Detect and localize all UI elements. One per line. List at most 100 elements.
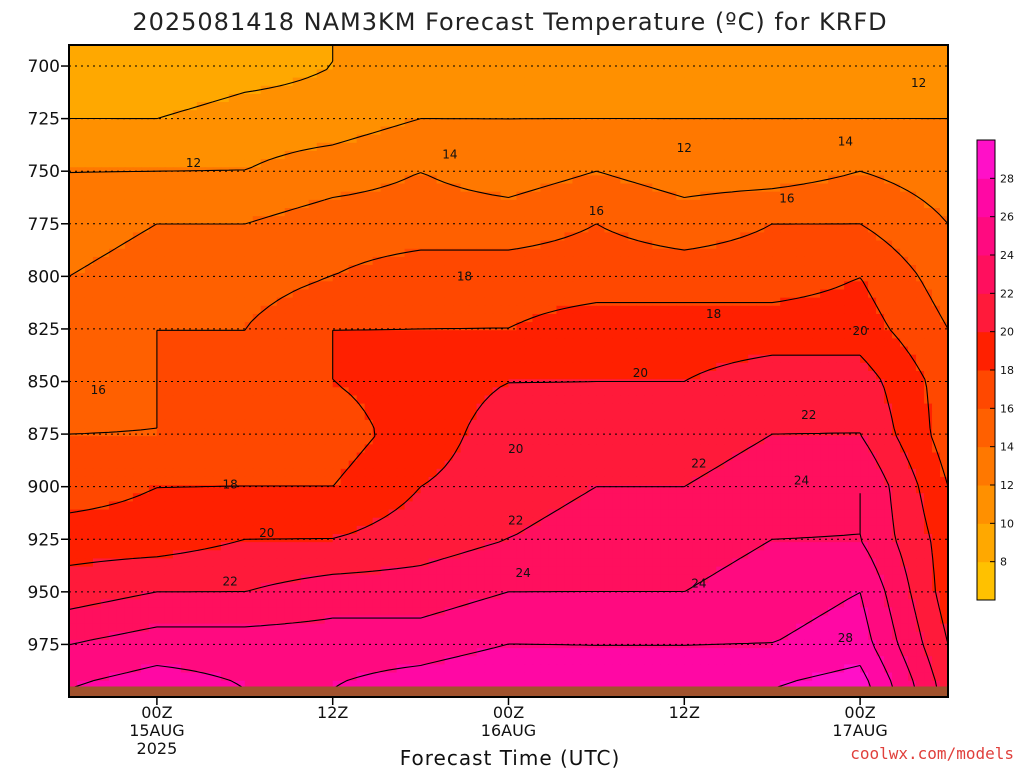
temperature-cell [700,354,709,364]
temperature-cell [212,183,222,193]
temperature-cell [148,330,158,339]
temperature-cell [676,118,685,128]
temperature-cell [572,256,582,266]
temperature-cell [220,248,230,258]
temperature-cell [524,126,534,136]
temperature-cell [804,265,813,274]
temperature-cell [772,199,781,209]
temperature-cell [484,208,494,217]
temperature-cell [140,77,150,87]
temperature-cell [452,265,462,274]
temperature-cell [92,403,102,413]
temperature-cell [196,265,206,274]
temperature-cell [916,69,925,79]
temperature-cell [572,110,582,119]
temperature-cell [284,126,294,136]
temperature-cell [564,256,574,266]
temperature-cell [916,142,925,152]
temperature-cell [116,118,126,128]
temperature-cell [580,85,590,95]
temperature-cell [316,338,326,348]
temperature-cell [316,93,326,103]
temperature-cell [468,248,478,258]
temperature-cell [572,403,582,413]
temperature-cell [100,403,110,413]
temperature-cell [852,208,861,217]
temperature-cell [396,281,406,291]
temperature-cell [92,338,102,348]
temperature-cell [668,85,677,95]
temperature-cell [604,322,613,331]
temperature-cell [348,395,358,405]
temperature-cell [812,142,821,152]
temperature-cell [500,77,510,87]
temperature-cell [468,387,478,397]
chart-title: 2025081418 NAM3KM Forecast Temperature (… [132,8,887,36]
temperature-cell [69,110,78,119]
temperature-cell [284,346,294,356]
temperature-cell [276,256,286,266]
temperature-cell [684,305,693,315]
temperature-cell [124,411,134,421]
temperature-cell [140,354,150,364]
temperature-cell [756,126,765,136]
temperature-cell [268,281,278,291]
temperature-cell [844,403,853,413]
temperature-cell [156,232,166,242]
temperature-cell [772,134,781,144]
temperature-cell [524,330,534,339]
temperature-cell [412,297,422,307]
temperature-cell [748,216,757,225]
temperature-cell [428,134,438,144]
temperature-cell [300,69,310,79]
temperature-cell [460,248,470,258]
temperature-cell [676,403,685,413]
temperature-cell [292,199,302,209]
temperature-cell [324,69,334,79]
temperature-cell [468,134,478,144]
temperature-cell [364,387,374,397]
temperature-cell [604,77,613,87]
temperature-cell [860,371,869,380]
temperature-cell [716,395,725,405]
temperature-cell [668,53,677,62]
temperature-cell [220,313,230,323]
temperature-cell [252,322,262,331]
temperature-cell [428,330,438,339]
temperature-cell [164,297,174,307]
temperature-cell [460,183,470,193]
temperature-cell [308,346,318,356]
temperature-cell [596,322,605,331]
temperature-cell [244,69,254,79]
temperature-cell [924,102,933,111]
temperature-cell [668,330,677,339]
temperature-cell [508,330,518,339]
temperature-cell [268,150,278,160]
temperature-cell [124,338,134,348]
temperature-cell [300,256,310,266]
temperature-cell [796,53,805,62]
temperature-cell [476,371,486,380]
temperature-cell [724,289,733,299]
temperature-cell [636,403,645,413]
temperature-cell [700,118,709,128]
temperature-cell [380,159,390,168]
temperature-cell [260,346,270,356]
temperature-cell [740,142,749,152]
temperature-cell [116,256,126,266]
temperature-cell [876,183,885,193]
temperature-cell [324,387,334,397]
temperature-cell [596,191,605,201]
temperature-cell [140,159,150,168]
temperature-cell [900,256,909,266]
temperature-cell [164,224,174,234]
temperature-cell [252,403,262,413]
temperature-cell [308,305,318,315]
temperature-cell [132,150,142,160]
temperature-cell [332,61,342,71]
temperature-cell [580,110,590,119]
temperature-cell [196,126,206,136]
temperature-cell [860,248,869,258]
temperature-cell [116,346,126,356]
temperature-cell [740,85,749,95]
